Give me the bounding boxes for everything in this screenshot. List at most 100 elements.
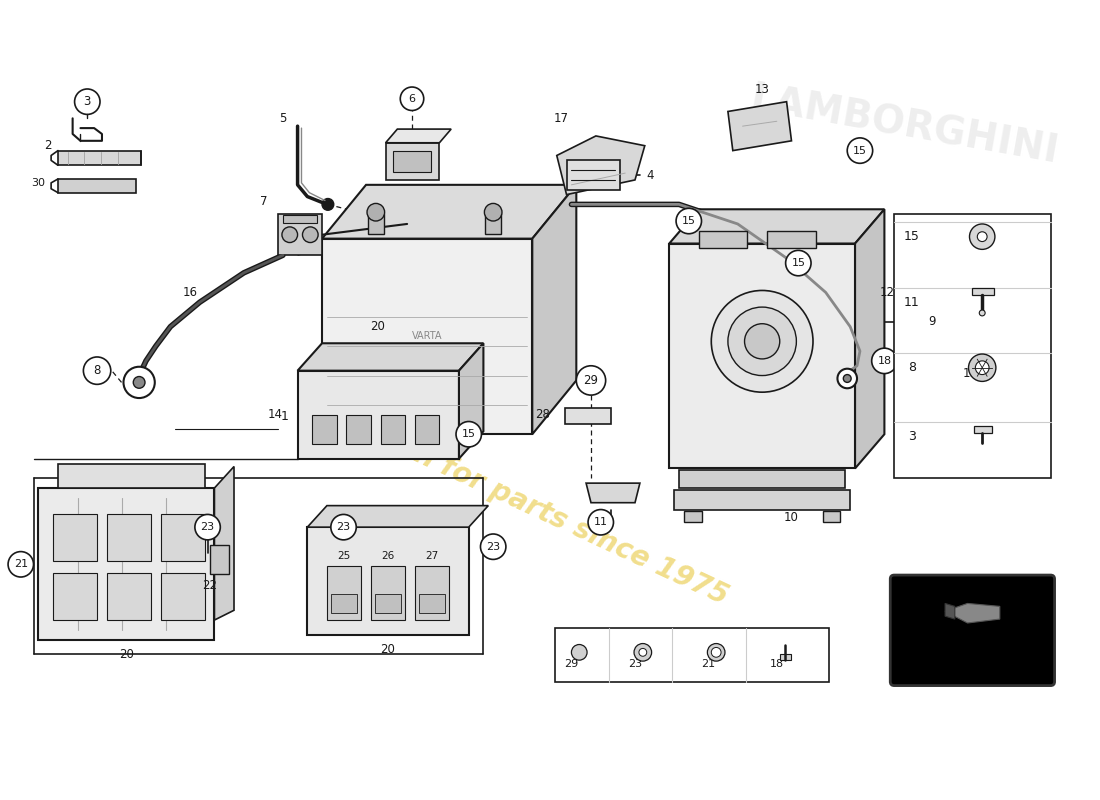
Bar (975, 426, 992, 434)
Text: 17: 17 (554, 112, 569, 125)
Circle shape (871, 348, 898, 374)
Polygon shape (728, 102, 792, 150)
Text: 18: 18 (878, 356, 891, 366)
Circle shape (456, 422, 482, 447)
Text: 2: 2 (44, 139, 52, 152)
Text: 23: 23 (200, 522, 214, 532)
Bar (381, 414, 405, 444)
Circle shape (367, 203, 385, 221)
Bar (554, 628, 828, 682)
Text: 11: 11 (594, 518, 608, 527)
Bar (972, 287, 994, 295)
Circle shape (481, 534, 506, 559)
Text: 5: 5 (279, 112, 287, 125)
Polygon shape (39, 488, 214, 640)
Circle shape (979, 310, 986, 316)
Circle shape (195, 514, 220, 540)
Text: 20: 20 (381, 643, 395, 656)
Circle shape (969, 224, 994, 250)
Polygon shape (58, 463, 205, 488)
Bar (679, 470, 845, 488)
Circle shape (707, 643, 725, 661)
Bar (415, 566, 449, 620)
Text: 15: 15 (682, 216, 696, 226)
Bar (894, 214, 1050, 478)
Circle shape (123, 366, 155, 398)
Text: 28: 28 (535, 408, 550, 421)
Text: 6: 6 (408, 94, 416, 104)
Text: 8: 8 (94, 364, 101, 377)
Text: 915 01: 915 01 (924, 638, 1021, 666)
Text: 29: 29 (564, 659, 579, 669)
Circle shape (282, 227, 298, 242)
Bar (312, 414, 337, 444)
Text: 23: 23 (486, 542, 500, 552)
Circle shape (976, 361, 989, 374)
Polygon shape (945, 603, 1000, 623)
Text: 23: 23 (337, 522, 351, 532)
Bar (767, 230, 816, 249)
Text: 15: 15 (904, 230, 920, 243)
Text: 6: 6 (408, 156, 416, 166)
Text: 15: 15 (852, 146, 867, 156)
Polygon shape (932, 366, 950, 382)
Bar (485, 214, 501, 234)
Bar (327, 566, 361, 620)
Text: 12: 12 (880, 286, 894, 299)
Text: 26: 26 (381, 551, 394, 562)
Text: 10: 10 (784, 511, 799, 524)
Text: 11: 11 (904, 296, 920, 309)
Polygon shape (307, 506, 488, 527)
Circle shape (712, 290, 813, 392)
Polygon shape (298, 343, 483, 370)
Polygon shape (307, 527, 469, 634)
Text: 15: 15 (791, 258, 805, 268)
Circle shape (712, 647, 722, 658)
FancyBboxPatch shape (890, 575, 1055, 686)
Text: 1: 1 (280, 410, 289, 423)
Text: LAMBORGHINI: LAMBORGHINI (747, 80, 1062, 172)
Circle shape (728, 307, 796, 375)
Bar (371, 566, 405, 620)
Text: 23: 23 (628, 659, 642, 669)
Polygon shape (669, 243, 855, 469)
Polygon shape (564, 408, 611, 425)
Bar (419, 594, 446, 614)
Bar (107, 514, 151, 562)
Polygon shape (669, 210, 884, 243)
Text: 16: 16 (183, 286, 198, 299)
Polygon shape (674, 490, 850, 510)
Text: 7: 7 (260, 195, 267, 208)
Circle shape (8, 551, 33, 577)
Bar (368, 214, 384, 234)
Text: 18: 18 (770, 659, 784, 669)
Bar (283, 215, 317, 223)
Text: a passion for parts since 1975: a passion for parts since 1975 (293, 386, 733, 610)
Circle shape (571, 645, 587, 660)
Circle shape (977, 232, 987, 242)
Circle shape (133, 377, 145, 388)
Circle shape (302, 227, 318, 242)
Bar (53, 573, 97, 620)
Text: 8: 8 (908, 362, 916, 374)
Circle shape (331, 514, 356, 540)
Text: 3: 3 (84, 95, 91, 108)
Bar (210, 545, 229, 574)
Polygon shape (586, 483, 640, 502)
Text: 21: 21 (702, 659, 715, 669)
Polygon shape (214, 466, 234, 620)
Circle shape (588, 510, 614, 535)
Text: 29: 29 (583, 374, 598, 387)
Text: 21: 21 (13, 559, 28, 570)
Circle shape (676, 208, 702, 234)
Polygon shape (459, 343, 483, 458)
Bar (415, 414, 439, 444)
Polygon shape (945, 603, 955, 619)
Polygon shape (386, 129, 451, 142)
Circle shape (322, 198, 333, 210)
Text: 3: 3 (908, 430, 915, 442)
Polygon shape (532, 185, 576, 434)
Text: 25: 25 (337, 551, 350, 562)
Text: 15: 15 (462, 430, 475, 439)
Circle shape (968, 354, 996, 382)
